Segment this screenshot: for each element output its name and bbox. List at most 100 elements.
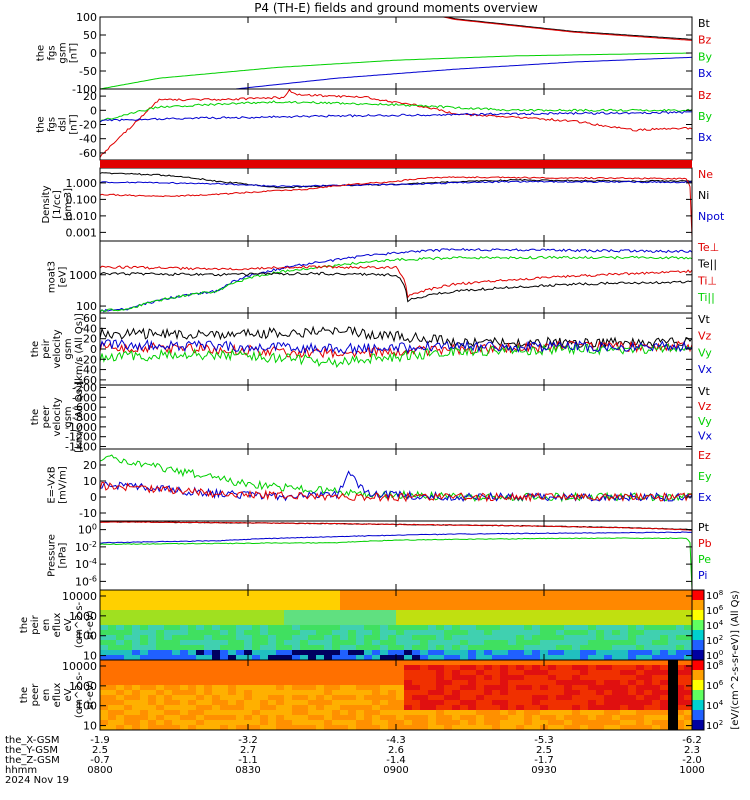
heatmap-cell: [524, 710, 533, 716]
heatmap-cell: [652, 655, 661, 661]
heatmap-cell: [468, 710, 477, 716]
heatmap-cell: [228, 605, 237, 611]
heatmap-cell: [660, 645, 669, 651]
heatmap-cell: [188, 620, 197, 626]
heatmap-cell: [492, 720, 501, 726]
heatmap-cell: [492, 655, 501, 661]
heatmap-cell: [356, 670, 365, 676]
legend-by: By: [698, 110, 713, 123]
heatmap-cell: [652, 620, 661, 626]
heatmap-cell: [108, 725, 117, 731]
heatmap-cell: [556, 670, 565, 676]
heatmap-cell: [292, 725, 301, 731]
heatmap-cell: [556, 690, 565, 696]
heatmap-cell: [428, 600, 437, 606]
heatmap-cell: [284, 670, 293, 676]
heatmap-cell: [148, 695, 157, 701]
heatmap-cell: [556, 700, 565, 706]
heatmap-cell: [500, 690, 509, 696]
y-axis-label-line: [eV]: [58, 267, 69, 288]
heatmap-cell: [380, 715, 389, 721]
heatmap-cell: [308, 700, 317, 706]
heatmap-cell: [124, 670, 133, 676]
heatmap-cell: [532, 700, 541, 706]
heatmap-cell: [580, 630, 589, 636]
heatmap-cell: [596, 635, 605, 641]
heatmap-cell: [220, 595, 229, 601]
heatmap-cell: [556, 675, 565, 681]
heatmap-cell: [596, 610, 605, 616]
heatmap-cell: [580, 695, 589, 701]
x-row-label: the_X-GSM: [5, 735, 59, 746]
heatmap-cell: [276, 600, 285, 606]
heatmap-cell: [564, 615, 573, 621]
heatmap-cell: [372, 700, 381, 706]
heatmap-cell: [548, 665, 557, 671]
heatmap-cell: [628, 665, 637, 671]
heatmap-cell: [660, 725, 669, 731]
heatmap-cell: [196, 725, 205, 731]
heatmap-cell: [300, 645, 309, 651]
y-tick-label: -800: [72, 411, 97, 424]
heatmap-cell: [484, 615, 493, 621]
heatmap-cell: [252, 680, 261, 686]
heatmap-cell: [452, 665, 461, 671]
heatmap-cell: [180, 650, 189, 656]
heatmap-cell: [308, 710, 317, 716]
heatmap-cell: [564, 635, 573, 641]
heatmap-cell: [396, 720, 405, 726]
heatmap-cell: [444, 625, 453, 631]
heatmap-cell: [276, 625, 285, 631]
heatmap-cell: [380, 625, 389, 631]
heatmap-cell: [452, 620, 461, 626]
heatmap-cell: [420, 710, 429, 716]
heatmap-cell: [164, 680, 173, 686]
heatmap-cell: [340, 675, 349, 681]
heatmap-cell: [380, 670, 389, 676]
heatmap-cell: [300, 675, 309, 681]
heatmap-cell: [628, 640, 637, 646]
heatmap-cell: [604, 715, 613, 721]
heatmap-cell: [588, 630, 597, 636]
heatmap-cell: [172, 640, 181, 646]
heatmap-cell: [636, 645, 645, 651]
heatmap-cell: [196, 695, 205, 701]
heatmap-cell: [308, 655, 317, 661]
heatmap-cell: [204, 705, 213, 711]
heatmap-cell: [540, 640, 549, 646]
heatmap-cell: [260, 660, 269, 666]
heatmap-cell: [316, 630, 325, 636]
heatmap-cell: [300, 655, 309, 661]
heatmap-cell: [212, 590, 221, 596]
heatmap-cell: [564, 670, 573, 676]
heatmap-cell: [164, 710, 173, 716]
heatmap-cell: [388, 700, 397, 706]
heatmap-cell: [364, 640, 373, 646]
heatmap-cell: [164, 595, 173, 601]
heatmap-cell: [164, 630, 173, 636]
heatmap-cell: [292, 615, 301, 621]
heatmap-cell: [316, 605, 325, 611]
heatmap-cell: [380, 700, 389, 706]
heatmap-cell: [100, 615, 109, 621]
heatmap-cell: [596, 670, 605, 676]
heatmap-cell: [428, 615, 437, 621]
heatmap-cell: [156, 680, 165, 686]
y-axis-label-line: dsl: [58, 117, 69, 131]
heatmap-cell: [276, 685, 285, 691]
heatmap-cell: [420, 660, 429, 666]
heatmap-cell: [332, 705, 341, 711]
colorbar-tick-label: 104: [706, 619, 724, 632]
heatmap-cell: [500, 615, 509, 621]
heatmap-cell: [564, 650, 573, 656]
heatmap-cell: [532, 675, 541, 681]
heatmap-cell: [260, 665, 269, 671]
heatmap-cell: [532, 600, 541, 606]
heatmap-cell: [636, 655, 645, 661]
heatmap-cell: [380, 630, 389, 636]
heatmap-cell: [188, 680, 197, 686]
heatmap-cell: [620, 680, 629, 686]
heatmap-cell: [332, 660, 341, 666]
heatmap-cell: [380, 685, 389, 691]
heatmap-cell: [340, 665, 349, 671]
